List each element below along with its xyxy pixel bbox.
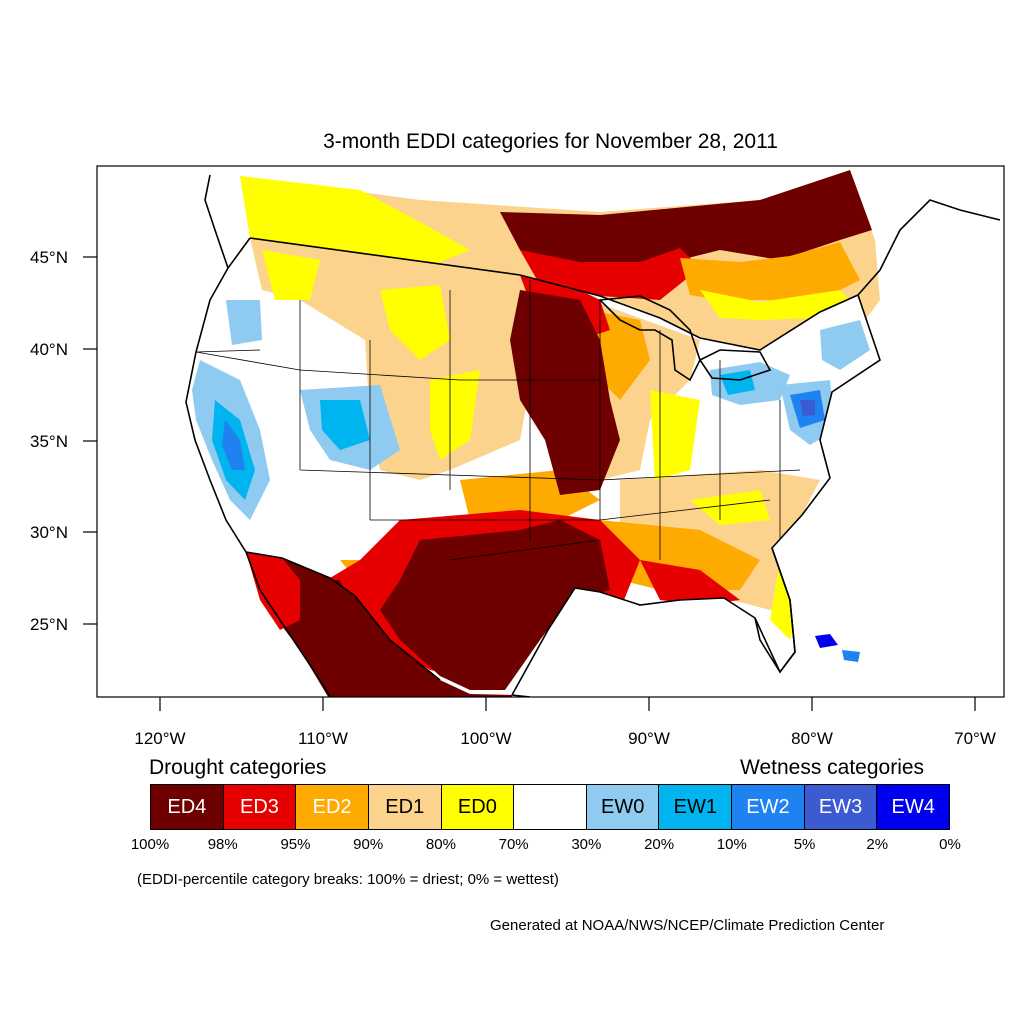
break-label: 2% <box>866 836 889 853</box>
lat-labels: 45°N 40°N 35°N 30°N 25°N <box>30 248 68 634</box>
boundaries <box>185 174 1001 697</box>
legend-swatch <box>514 785 587 829</box>
map-title: 3-month EDDI categories for November 28,… <box>323 130 778 153</box>
lon-label: 90°W <box>628 729 670 748</box>
break-label: 5% <box>793 836 816 853</box>
category-breaks: 100% 98% 95% 90% 80% 70% 30% 20% 10% 5% 2% 0% <box>131 836 961 856</box>
legend-swatch: ED3 <box>223 785 297 829</box>
lon-ticks <box>159 697 976 711</box>
break-label: 30% <box>571 836 602 853</box>
north-field-orange <box>680 242 860 300</box>
map-field <box>186 170 880 697</box>
canada-coast-east <box>857 199 1001 296</box>
drought-heading: Drought categories <box>149 756 327 779</box>
plot-frame <box>96 165 1005 698</box>
legend-swatch: EW0 <box>586 785 660 829</box>
legend-swatch: ED1 <box>368 785 442 829</box>
lon-labels: 120°W 110°W 100°W 90°W 80°W 70°W <box>134 729 995 748</box>
wetness-heading: Wetness categories <box>740 756 925 779</box>
legend-swatch: ED4 <box>151 785 224 829</box>
break-label: 98% <box>207 836 238 853</box>
lat-label: 30°N <box>30 523 68 542</box>
legend-swatch: ED2 <box>296 785 369 829</box>
lat-label: 35°N <box>30 432 68 451</box>
us-outline <box>185 237 881 696</box>
legend-swatch: EW4 <box>877 785 950 829</box>
florida <box>754 547 796 674</box>
breaks-note: (EDDI-percentile category breaks: 100% =… <box>137 871 559 888</box>
lon-label: 70°W <box>954 729 996 748</box>
break-label: 10% <box>716 836 747 853</box>
break-label: 0% <box>939 836 961 853</box>
great-lakes <box>598 295 772 382</box>
legend-swatch: ED0 <box>441 785 515 829</box>
break-label: 20% <box>644 836 675 853</box>
lon-label: 80°W <box>791 729 833 748</box>
lat-label: 40°N <box>30 340 68 359</box>
credit-line: Generated at NOAA/NWS/NCEP/Climate Predi… <box>490 917 885 934</box>
legend-swatch: EW3 <box>804 785 878 829</box>
lon-label: 120°W <box>134 729 185 748</box>
mexico-field-red <box>246 552 300 630</box>
break-label: 70% <box>498 836 529 853</box>
eddi-map: 45°N 40°N 35°N 30°N 25°N 120°W 110°W 100… <box>30 165 1005 748</box>
break-label: 80% <box>425 836 456 853</box>
mexico-field <box>246 552 512 697</box>
legend-swatch: EW1 <box>659 785 733 829</box>
lon-label: 110°W <box>298 729 348 748</box>
lon-label: 100°W <box>460 729 511 748</box>
break-label: 90% <box>353 836 384 853</box>
category-legend: ED4 ED3 ED2 ED1 ED0 EW0 EW1 EW2 EW3 EW4 <box>150 784 950 830</box>
canada-coast-west <box>204 174 229 269</box>
north-field-drought <box>500 170 872 270</box>
lat-label: 25°N <box>30 615 68 634</box>
legend-swatch: EW2 <box>732 785 805 829</box>
lat-label: 45°N <box>30 248 68 267</box>
break-label: 100% <box>130 836 170 853</box>
lat-ticks <box>83 256 97 625</box>
conus-field <box>186 238 880 695</box>
state-lines <box>195 280 801 561</box>
break-label: 95% <box>280 836 311 853</box>
